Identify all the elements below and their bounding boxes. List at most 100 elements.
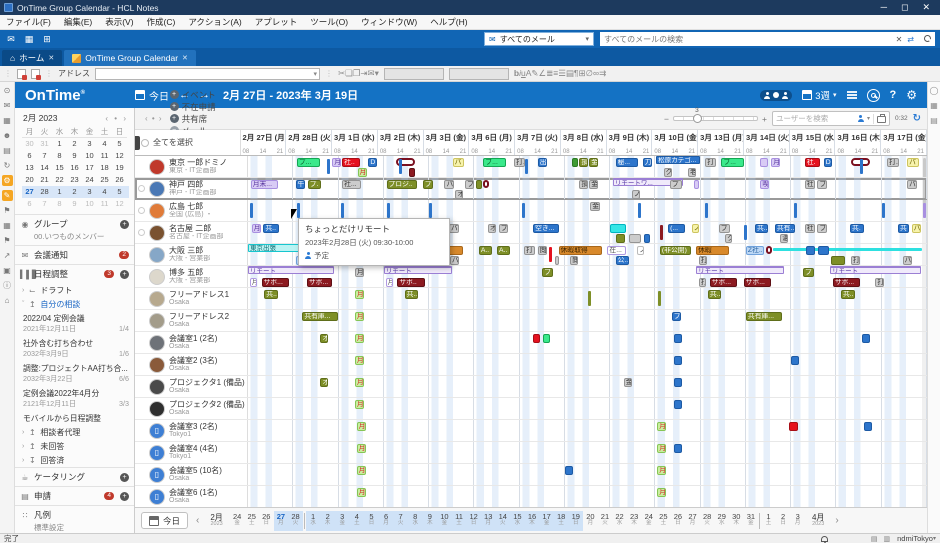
event-block[interactable]: 月 [356, 422, 366, 431]
minimize-button[interactable]: ─ [880, 2, 887, 12]
day-cell[interactable] [474, 266, 520, 287]
home-icon[interactable]: ⌂ [4, 296, 10, 305]
toolbar-icon[interactable]: ⇥ [360, 68, 368, 78]
event-block[interactable]: 月末... [250, 180, 278, 189]
minical-day[interactable]: 12 [115, 151, 124, 160]
minical-day[interactable]: 2 [72, 139, 77, 148]
user-cell[interactable]: フリーアドレス1 Osaka [135, 288, 248, 309]
section-sub[interactable]: 標準設定 [34, 523, 64, 532]
row-checkbox[interactable] [138, 185, 145, 192]
day-cell[interactable] [564, 354, 611, 375]
day-cell[interactable] [791, 486, 837, 507]
event-block[interactable] [341, 203, 345, 218]
event-block[interactable] [525, 159, 529, 174]
zoom-in-icon[interactable]: + [761, 113, 767, 124]
event-block[interactable]: ブ. [307, 180, 322, 189]
toolbar-grip[interactable]: ⋮ [4, 69, 12, 78]
close-tab-icon[interactable]: ✕ [182, 55, 188, 62]
event-block[interactable]: ノ [637, 246, 644, 255]
table-row[interactable]: 神戸 四郎 神戸 - IT企画部 月末... 午ブ. 社... プロジ.. ブパオブ損金リモ… [135, 178, 927, 200]
day-cell[interactable] [248, 464, 294, 485]
event-block[interactable]: 閲 [570, 256, 579, 265]
row-checkbox[interactable] [138, 295, 145, 302]
day-cell[interactable] [881, 354, 927, 375]
event-block[interactable] [543, 334, 551, 343]
row-checkbox[interactable] [138, 405, 145, 412]
day-cell[interactable] [791, 420, 837, 441]
day-cell[interactable] [655, 420, 701, 441]
day-cell[interactable] [836, 310, 882, 331]
timeline[interactable]: ブ...月社..月Dパブ...打.出.損金秘...力松原カテゴ...ク老打ブ..… [248, 156, 927, 177]
schedule-adjust-item[interactable]: 定例会議2022年4月分 2121年12月11日 3/3 [15, 386, 134, 411]
event-block[interactable]: ノ [631, 190, 640, 199]
event-block[interactable]: ブ [817, 180, 828, 189]
minical-day[interactable]: 30 [25, 139, 34, 148]
minical-day[interactable]: 14 [40, 163, 49, 172]
format-icon[interactable]: ∞ [593, 68, 600, 78]
day-header[interactable]: 3月 6日 (月) 08 14 21 [469, 130, 516, 155]
event-block[interactable]: 月 [354, 356, 364, 365]
minical-day[interactable]: 27 [25, 187, 34, 196]
event-block[interactable]: 老 [687, 168, 697, 177]
day-cell[interactable] [474, 442, 520, 463]
day-cell[interactable] [429, 332, 475, 353]
event-block[interactable]: ク [663, 168, 672, 177]
sidebar-section-ケータリング[interactable]: ☕ ケータリング + [15, 467, 134, 486]
user-cell[interactable]: 大阪 三郎 大阪 - 営業部 [135, 244, 248, 265]
date-cell[interactable]: 12 日 [466, 510, 481, 531]
day-cell[interactable] [610, 332, 656, 353]
day-header[interactable]: 3月 17日 (金) 08 14 21 [881, 130, 927, 155]
date-cell[interactable]: 30 木 [729, 511, 744, 531]
day-cell[interactable] [564, 310, 611, 331]
event-block[interactable]: 共... [264, 290, 278, 299]
event-block[interactable] [923, 203, 927, 218]
day-cell[interactable] [655, 266, 701, 287]
event-block[interactable]: 打 [850, 256, 860, 265]
day-cell[interactable] [429, 376, 475, 397]
format-icon[interactable]: u [521, 68, 526, 78]
event-block[interactable] [673, 356, 682, 365]
day-cell[interactable] [655, 486, 701, 507]
event-block[interactable] [805, 246, 815, 255]
event-block[interactable] [705, 203, 709, 218]
day-cell[interactable] [836, 442, 882, 463]
event-block[interactable]: 損 [579, 158, 589, 167]
bookmark2-icon[interactable]: ⚑ [3, 236, 11, 245]
mail-search-input[interactable] [604, 34, 891, 44]
sidebar-section-凡例[interactable]: ∷ 凡例 標準設定 [15, 505, 134, 533]
event-block[interactable] [673, 378, 682, 387]
event-block[interactable]: 月 [357, 168, 367, 177]
event-block[interactable] [658, 291, 662, 306]
event-block[interactable]: 在... [607, 246, 626, 255]
user-cell[interactable]: ▯ 会議室5 (10名) Osaka [135, 464, 248, 485]
date-cell[interactable]: 23 木 [627, 511, 642, 531]
sidebar-node-回答済[interactable]: › ↧ 回答済 [15, 453, 134, 467]
date-cell[interactable]: 19 日 [568, 510, 584, 531]
event-block[interactable]: ブ... [721, 158, 745, 167]
event-block[interactable] [409, 168, 415, 177]
minical-day[interactable]: 24 [85, 175, 94, 184]
sidebar-node-相談者代理[interactable]: › ↥ 相談者代理 [15, 425, 134, 439]
minical-day[interactable]: 3 [87, 139, 92, 148]
day-cell[interactable] [791, 442, 837, 463]
day-cell[interactable] [248, 442, 294, 463]
day-cell[interactable] [429, 288, 475, 309]
tab-home[interactable]: ⌂ ホーム ✕ [2, 50, 63, 66]
date-cell[interactable]: 31 金 [744, 511, 759, 531]
day-cell[interactable] [791, 376, 837, 397]
event-block[interactable] [572, 158, 578, 167]
day-cell[interactable] [745, 442, 792, 463]
day-cell[interactable] [474, 200, 520, 221]
event-block[interactable]: 打 [698, 278, 707, 287]
toolbar-icon[interactable]: ❐ [352, 68, 361, 78]
event-block[interactable]: 共.. [754, 224, 768, 233]
minical-day[interactable]: 7 [42, 199, 47, 208]
day-cell[interactable] [836, 376, 882, 397]
day-cell[interactable] [248, 200, 294, 221]
user-cell[interactable]: 博多 五郎 大阪 - 営業部 [135, 266, 248, 287]
event-block[interactable]: オ [320, 334, 328, 343]
day-cell[interactable] [429, 310, 475, 331]
day-cell[interactable] [700, 442, 746, 463]
date-cell[interactable]: 21 火 [598, 511, 613, 531]
